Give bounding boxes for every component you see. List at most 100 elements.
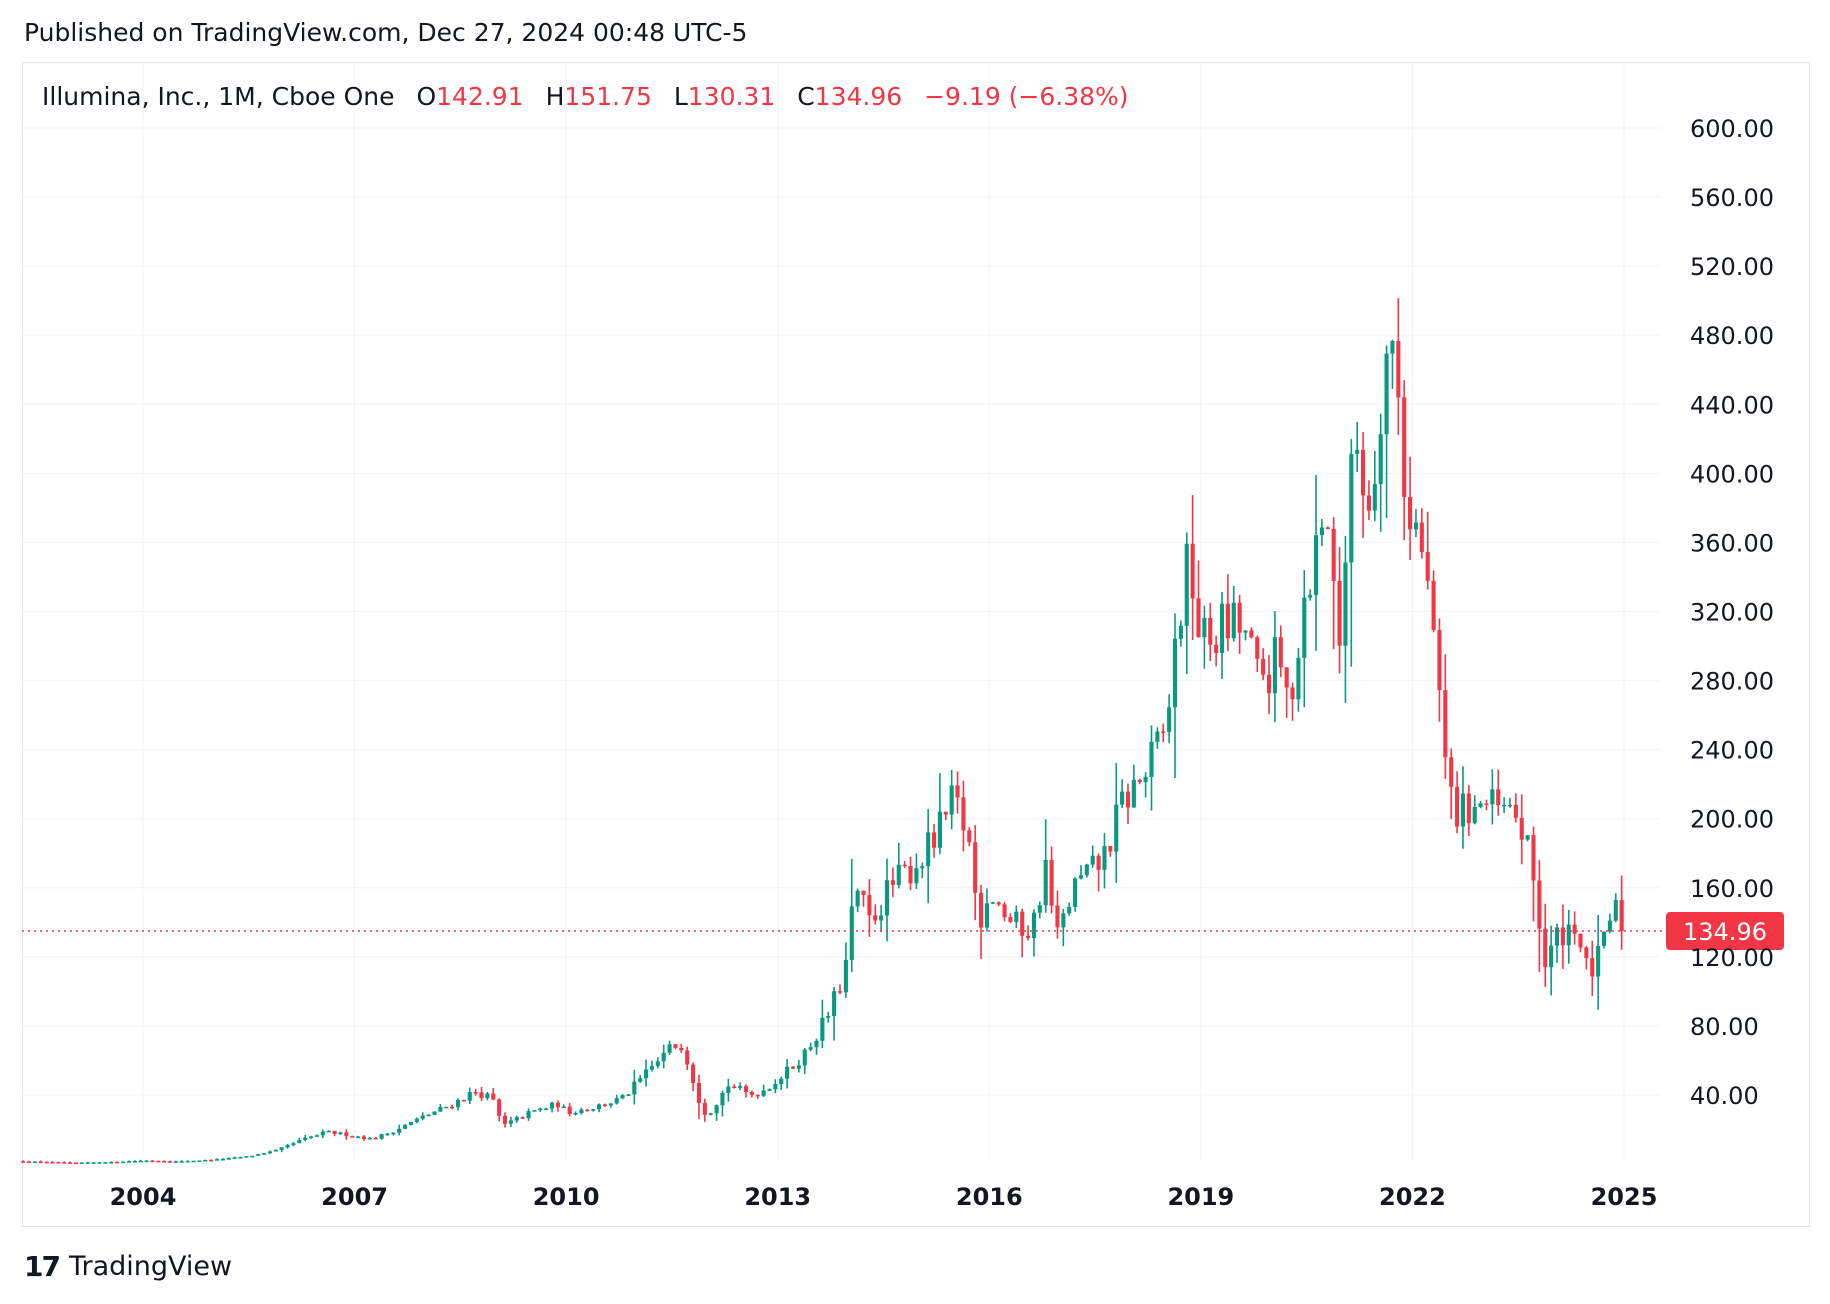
candle-body xyxy=(702,1102,707,1115)
candle-body xyxy=(361,1136,367,1140)
candle-body xyxy=(338,1132,343,1134)
y-tick-label: 160.00 xyxy=(1690,875,1774,903)
candle-body xyxy=(1208,617,1213,645)
candle-body xyxy=(297,1140,302,1144)
candle-body xyxy=(808,1047,813,1050)
x-tick-label: 2010 xyxy=(533,1183,600,1211)
candle-body xyxy=(585,1109,590,1112)
candle-body xyxy=(1249,630,1254,638)
candle-body xyxy=(97,1162,102,1164)
candle-body xyxy=(591,1109,596,1111)
legend-open-value: 142.91 xyxy=(436,82,524,111)
legend-high-value: 151.75 xyxy=(564,82,652,111)
x-tick-label: 2025 xyxy=(1591,1183,1658,1211)
candle-body xyxy=(1266,674,1272,694)
x-tick-label: 2013 xyxy=(744,1183,811,1211)
candle-body xyxy=(332,1130,337,1134)
candle-body xyxy=(132,1161,137,1163)
candle-body xyxy=(967,830,972,843)
candle-body xyxy=(855,890,860,907)
chart-pane[interactable] xyxy=(22,62,1810,1227)
candle-body xyxy=(1396,341,1401,398)
candle-body xyxy=(961,797,966,831)
candle-body xyxy=(115,1161,120,1164)
candle-body xyxy=(473,1092,478,1094)
tradingview-logo[interactable]: 17 TradingView xyxy=(24,1250,232,1283)
legend-symbol: Illumina, Inc., 1M, Cboe One xyxy=(42,82,395,111)
candle-body xyxy=(397,1128,402,1133)
candle-body xyxy=(1455,786,1460,827)
candle-body xyxy=(1543,928,1548,968)
candle-body xyxy=(109,1161,114,1164)
y-tick-label: 600.00 xyxy=(1690,115,1774,143)
candle-body xyxy=(1237,602,1242,633)
candle-body xyxy=(732,1086,737,1089)
candle-body xyxy=(1043,859,1048,906)
candle-body xyxy=(1196,598,1201,638)
candle-body xyxy=(679,1047,684,1051)
candle-body xyxy=(203,1160,208,1162)
x-axis: 2004 2007 2010 2013 2016 2019 2022 2025 xyxy=(110,1183,1658,1211)
x-tick-label: 2004 xyxy=(110,1183,177,1211)
candle-body xyxy=(949,785,954,815)
candle-body xyxy=(1084,864,1089,876)
candle-body xyxy=(1390,341,1395,354)
candle-body xyxy=(185,1161,190,1163)
candle-body xyxy=(1590,958,1595,977)
price-line-layer: 134.96 xyxy=(22,912,1784,951)
candle-body xyxy=(73,1162,79,1165)
candle-body xyxy=(291,1143,296,1145)
candle-body xyxy=(608,1103,613,1106)
candle-body xyxy=(1513,804,1518,818)
candle-body xyxy=(1167,707,1172,732)
x-tick-label: 2019 xyxy=(1167,1183,1234,1211)
candle-body xyxy=(1525,835,1530,840)
candle-body xyxy=(514,1117,519,1121)
candle-body xyxy=(743,1086,749,1093)
candle-body xyxy=(1437,630,1442,691)
candle-body xyxy=(785,1066,790,1079)
candle-body xyxy=(167,1161,173,1163)
candle-body xyxy=(1331,528,1336,581)
candle-body xyxy=(649,1066,655,1070)
candle-body xyxy=(262,1153,267,1155)
candle-body xyxy=(1425,552,1430,581)
candle-body xyxy=(955,785,960,798)
y-tick-label: 280.00 xyxy=(1690,668,1774,696)
candle-body xyxy=(156,1160,161,1163)
candle-body xyxy=(1090,855,1095,865)
candle-body xyxy=(1596,945,1601,977)
candle-body xyxy=(38,1161,43,1164)
candle-body xyxy=(1178,625,1183,639)
candle-body xyxy=(432,1111,437,1115)
candle-body xyxy=(144,1160,149,1163)
grid-layer xyxy=(22,62,1660,1160)
y-tick-label: 240.00 xyxy=(1690,737,1774,765)
candle-body xyxy=(1578,933,1583,948)
candle-body xyxy=(238,1157,243,1159)
candle-body xyxy=(244,1156,249,1158)
candle-body xyxy=(1502,804,1507,807)
candle-body xyxy=(626,1094,631,1096)
candle-body xyxy=(226,1157,231,1160)
y-tick-label: 440.00 xyxy=(1690,391,1774,419)
candle-body xyxy=(1325,527,1330,529)
candle-body xyxy=(502,1115,508,1124)
candle-body xyxy=(467,1092,472,1101)
candle-body xyxy=(1343,562,1348,646)
candle-body xyxy=(50,1162,55,1164)
candle-body xyxy=(1466,793,1471,824)
candle-body xyxy=(1149,741,1154,777)
candle-body xyxy=(673,1044,678,1048)
candle-body xyxy=(943,811,948,815)
candle-body xyxy=(1507,804,1513,807)
candle-body xyxy=(667,1044,672,1053)
candle-body xyxy=(1296,657,1301,700)
candle-body xyxy=(579,1109,584,1114)
y-tick-label: 200.00 xyxy=(1690,806,1774,834)
candle-body xyxy=(796,1065,801,1069)
candle-body xyxy=(1137,779,1142,783)
candle-body xyxy=(538,1108,543,1111)
candle-body xyxy=(1484,803,1489,805)
